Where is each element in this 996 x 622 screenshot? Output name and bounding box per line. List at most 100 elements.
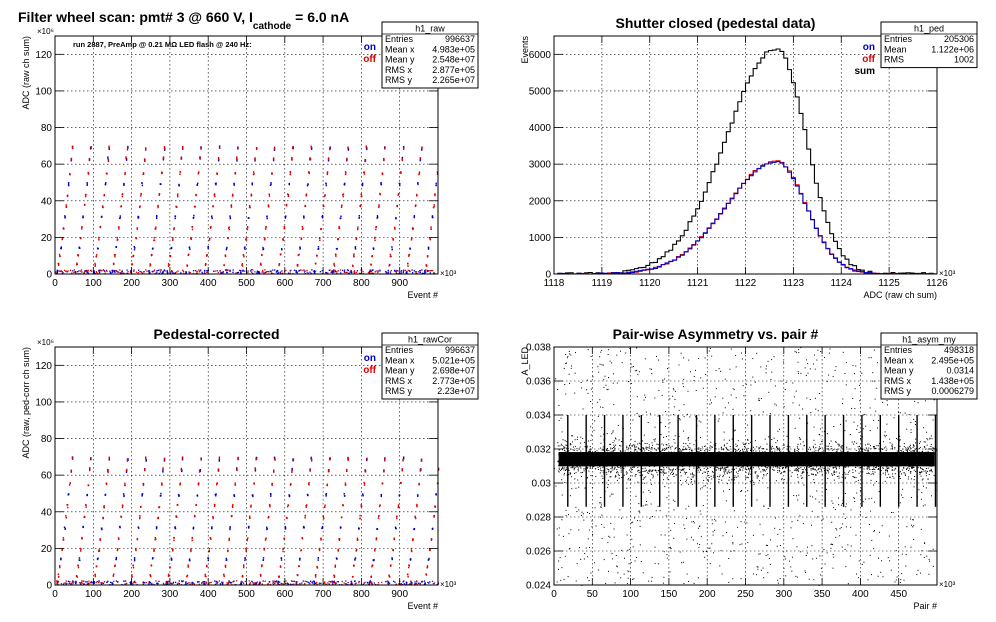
data-point — [795, 458, 797, 460]
data-point — [254, 157, 256, 161]
data-point — [397, 194, 399, 196]
data-point — [778, 452, 780, 454]
data-point — [820, 470, 822, 472]
data-point — [903, 464, 905, 466]
data-point — [217, 156, 220, 160]
data-point — [690, 457, 692, 459]
data-point — [264, 238, 266, 241]
data-point — [589, 446, 591, 448]
data-point — [866, 450, 868, 452]
data-point — [101, 205, 104, 207]
data-point — [833, 449, 835, 451]
data-point — [835, 465, 837, 467]
data-point — [800, 443, 802, 445]
data-point — [615, 455, 617, 457]
data-point — [215, 580, 218, 583]
data-point — [737, 455, 739, 457]
data-point — [817, 461, 819, 463]
data-point — [662, 474, 664, 476]
data-point — [362, 271, 364, 273]
data-point — [874, 468, 876, 470]
data-point — [576, 460, 578, 462]
data-point — [638, 460, 640, 462]
data-point — [734, 476, 736, 478]
data-point — [747, 458, 749, 460]
data-point — [808, 466, 810, 468]
data-point — [678, 435, 680, 437]
data-point — [107, 156, 109, 160]
data-point — [423, 272, 425, 275]
data-point — [321, 216, 324, 219]
data-point — [344, 482, 347, 484]
data-point — [206, 254, 208, 256]
data-point — [198, 581, 200, 583]
data-point — [743, 443, 745, 445]
data-point — [747, 466, 749, 468]
data-point — [862, 457, 864, 459]
data-point — [791, 455, 793, 457]
data-point — [618, 464, 620, 466]
data-point — [650, 479, 652, 481]
data-point — [579, 466, 581, 468]
data-point — [927, 452, 929, 454]
data-point — [426, 255, 429, 257]
data-point — [697, 466, 699, 468]
data-point — [716, 463, 718, 465]
data-point — [389, 264, 391, 266]
data-point — [914, 455, 916, 457]
data-point — [355, 237, 358, 240]
data-point — [372, 269, 374, 271]
data-point — [156, 582, 159, 584]
data-point — [201, 271, 203, 273]
data-point — [98, 550, 100, 552]
data-point — [646, 443, 648, 445]
data-point — [895, 467, 897, 469]
data-point — [425, 269, 427, 271]
data-point — [295, 269, 297, 272]
data-point — [642, 468, 644, 470]
data-point — [190, 582, 192, 584]
data-point — [388, 574, 390, 577]
data-point — [729, 462, 731, 464]
data-point — [432, 582, 435, 585]
data-point — [580, 467, 582, 469]
data-point — [426, 566, 429, 569]
data-point — [391, 248, 393, 251]
data-point — [586, 467, 588, 469]
data-point — [564, 463, 566, 465]
data-point — [688, 448, 690, 450]
data-point — [728, 439, 730, 441]
data-point — [866, 472, 868, 474]
data-point — [756, 477, 758, 479]
data-point — [651, 448, 653, 450]
data-point — [376, 216, 379, 219]
data-point — [409, 247, 411, 250]
data-point — [864, 449, 866, 451]
data-point — [118, 271, 120, 274]
data-point — [563, 454, 565, 456]
data-point — [776, 452, 778, 454]
data-point — [410, 582, 412, 585]
x-tick-label: 100 — [85, 589, 102, 600]
data-point — [232, 503, 234, 506]
data-point — [171, 548, 174, 551]
data-point — [697, 463, 699, 465]
data-point — [215, 182, 217, 185]
data-point — [570, 448, 572, 450]
data-point — [631, 458, 633, 460]
data-point — [652, 469, 654, 471]
data-point — [927, 450, 929, 452]
data-point — [909, 449, 911, 451]
data-point — [375, 537, 378, 539]
data-point — [141, 272, 144, 275]
data-point — [880, 457, 882, 459]
data-point — [681, 454, 683, 456]
data-point — [815, 474, 817, 476]
data-point — [208, 550, 210, 552]
data-point — [678, 465, 680, 467]
data-point — [98, 270, 100, 272]
data-point — [771, 464, 773, 466]
data-point — [568, 457, 570, 459]
data-point — [262, 559, 264, 561]
data-point — [60, 247, 62, 250]
